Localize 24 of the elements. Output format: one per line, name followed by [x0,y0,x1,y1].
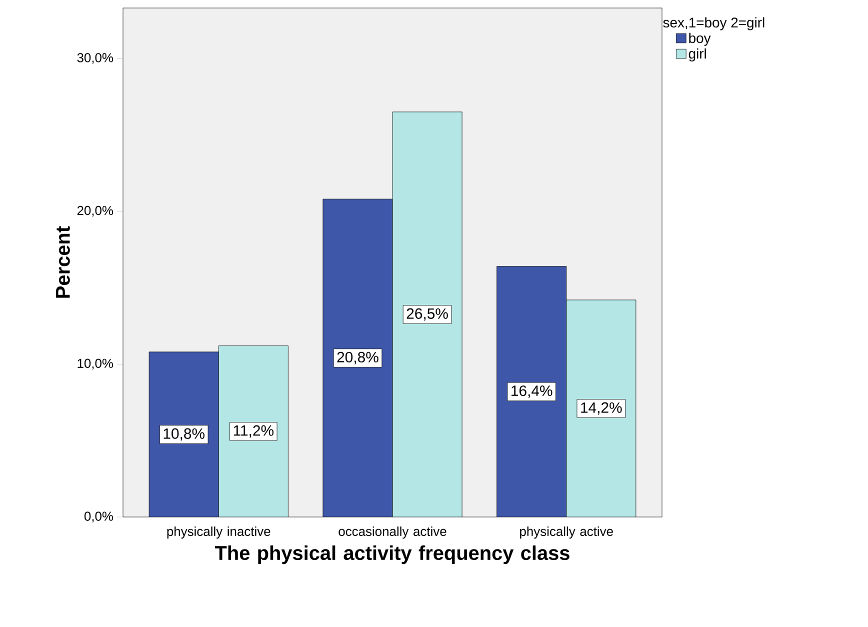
data-label: 10,8% [164,428,204,441]
legend-title: sex,1=boy 2=girl [663,17,764,30]
legend-label: girl [688,48,706,62]
data-label: 16,4% [512,385,552,398]
legend-label: boy [689,32,711,46]
y-tick-label: 10,0% [78,358,114,370]
x-tick-label: occasionally active [338,526,446,539]
y-tick-label: 0,0% [84,512,114,522]
y-axis-title: Percent [56,226,70,298]
y-tick-label: 20,0% [77,206,114,217]
bar [392,112,462,517]
data-label: 20,8% [337,352,378,364]
data-label: 14,2% [581,402,622,415]
bar [322,198,393,517]
bar [566,300,636,517]
bar [496,266,567,517]
bar [218,346,288,517]
data-label: 11,2% [234,425,274,438]
x-tick-label: physically active [520,526,613,539]
y-tick-label: 30,0% [77,53,114,64]
bar [149,352,219,517]
x-axis-title: The physical activity frequency class [214,545,570,564]
data-label: 26,5% [406,308,448,321]
x-tick-label: physically inactive [167,526,270,539]
